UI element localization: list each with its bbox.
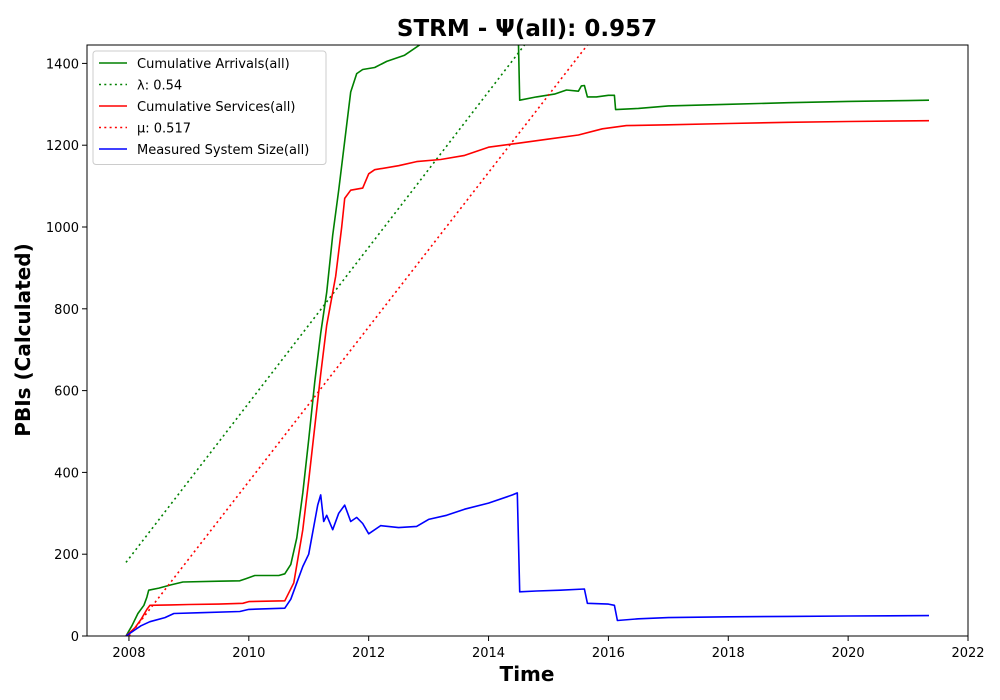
series-line-5	[125, 492, 930, 636]
legend: Cumulative Arrivals(all) λ: 0.54 Cumulativ…	[92, 50, 327, 165]
x-tick-label: 2016	[592, 646, 625, 661]
series-line-3	[125, 119, 930, 636]
x-tick-label: 2012	[352, 646, 385, 661]
legend-box	[92, 50, 327, 165]
y-axis-label: PBIs (Calculated)	[11, 243, 35, 436]
plot-series-layer	[125, 45, 930, 636]
x-tick-label: 2008	[112, 646, 145, 661]
chart-title: STRM - Ψ(all): 0.957	[397, 16, 657, 42]
y-tick-label: 800	[54, 303, 79, 318]
x-tick-label: 2014	[472, 646, 505, 661]
series-line-1	[517, 45, 930, 111]
x-axis-label: Time	[500, 662, 555, 686]
y-tick-label: 1400	[46, 57, 79, 72]
x-tick-label: 2010	[232, 646, 265, 661]
plot-frame	[86, 44, 969, 637]
y-tick-label: 1000	[46, 221, 79, 236]
y-axis: 0 200 400 600 800 1000 1200 1400	[46, 57, 87, 645]
x-tick-label: 2018	[712, 646, 745, 661]
legend-entry-label: μ: 0.517	[137, 122, 191, 137]
y-tick-label: 200	[54, 548, 79, 563]
y-tick-label: 600	[54, 385, 79, 400]
legend-entry-label: Measured System Size(all)	[137, 143, 309, 158]
y-tick-label: 1200	[46, 139, 79, 154]
x-tick-label: 2022	[951, 646, 984, 661]
legend-entry-label: Cumulative Services(all)	[137, 100, 295, 115]
y-tick-label: 0	[71, 630, 79, 645]
legend-entry-label: Cumulative Arrivals(all)	[137, 57, 290, 72]
series-line-0	[125, 45, 421, 636]
x-axis: 2008 2010 2012 2014 2016 2018 2020 2022	[112, 636, 985, 661]
y-tick-label: 400	[54, 466, 79, 481]
x-tick-label: 2020	[832, 646, 865, 661]
legend-entry-label: λ: 0.54	[137, 79, 182, 94]
